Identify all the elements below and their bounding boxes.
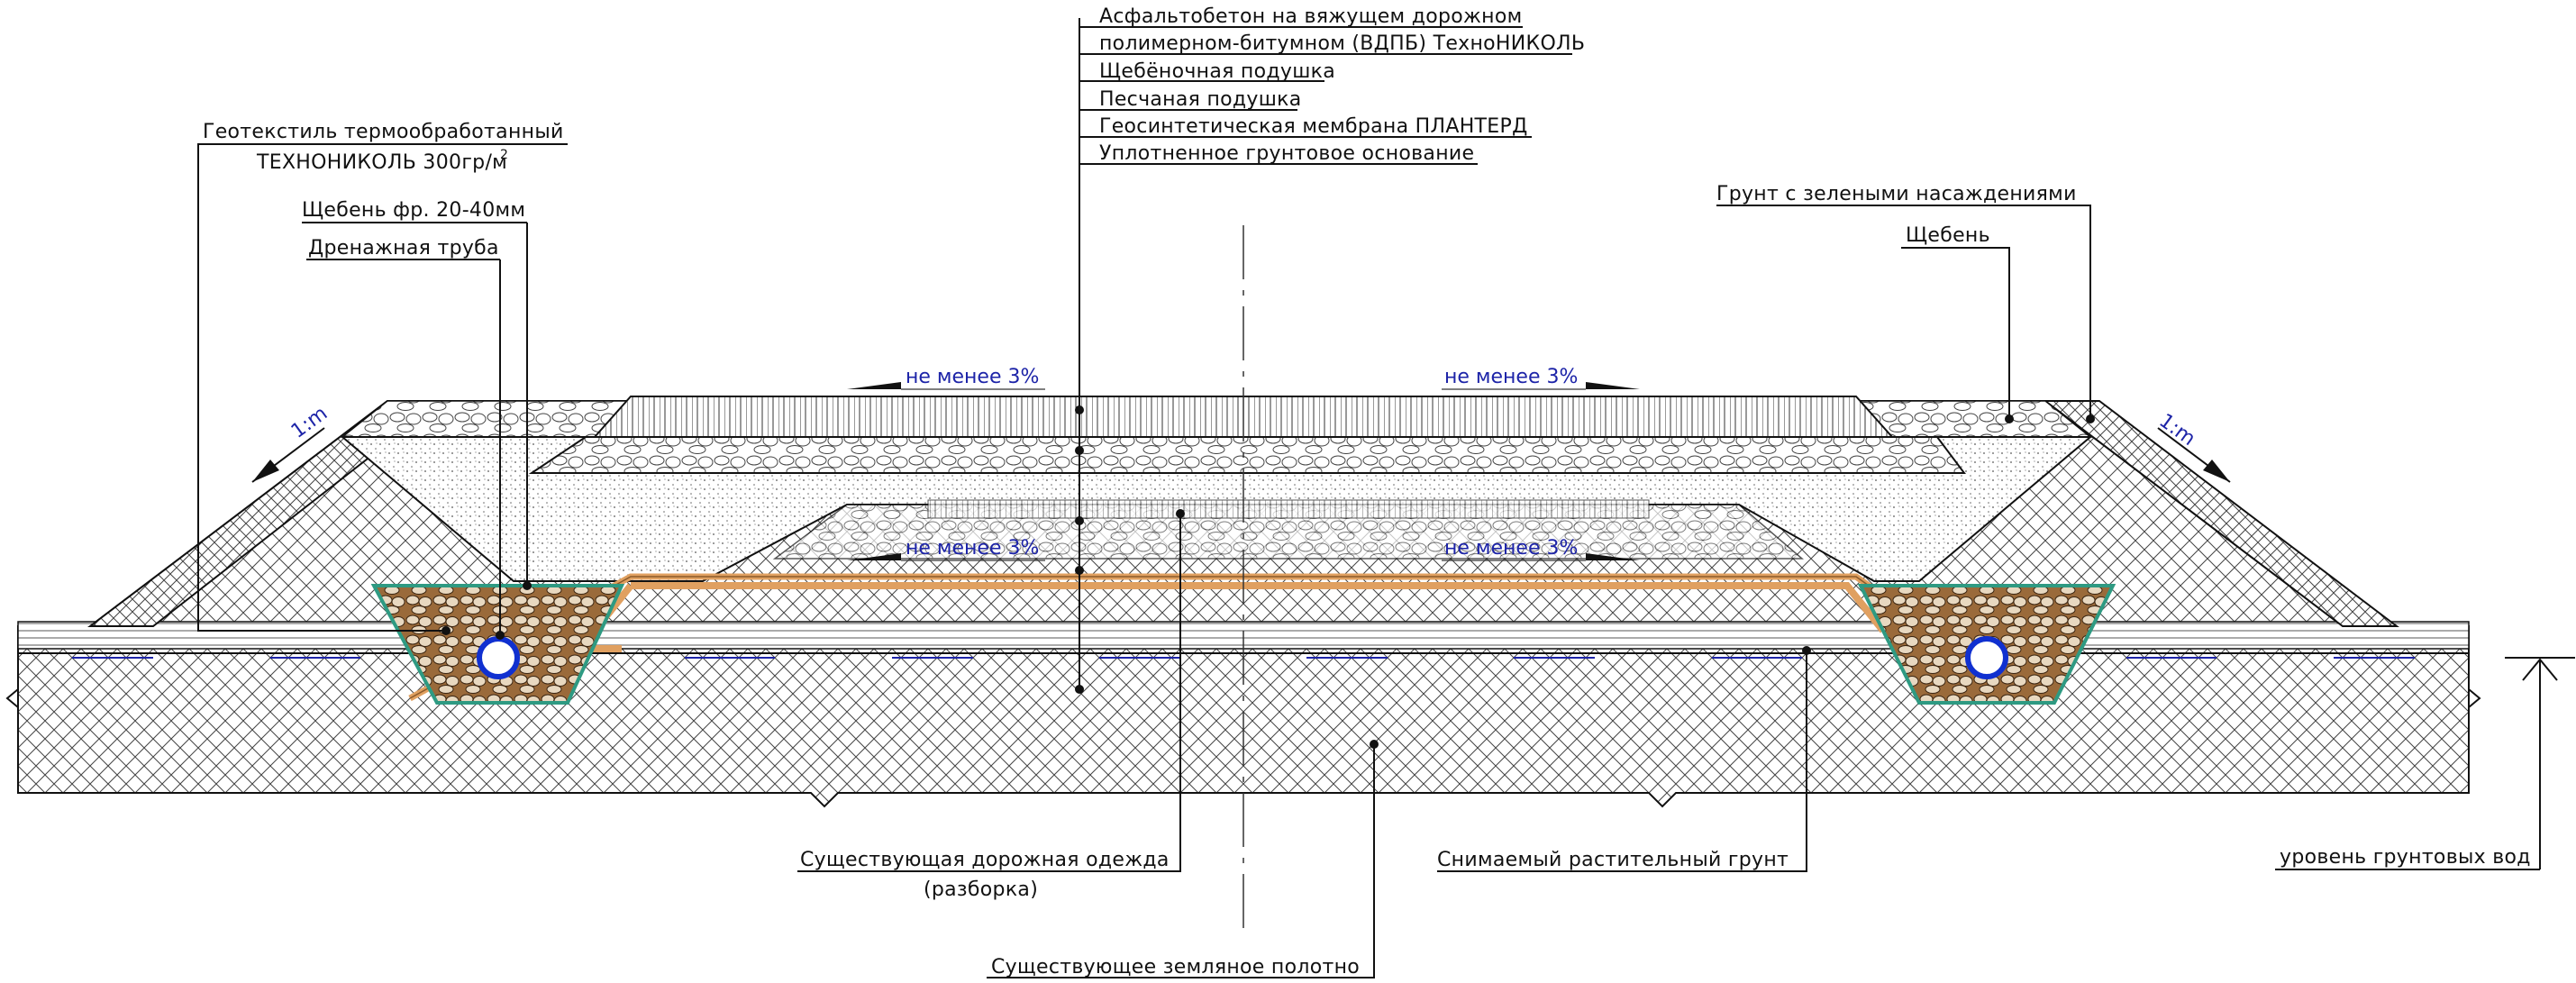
geotextile-label-line2: ТЕХНОНИКОЛЬ 300гр/м — [256, 151, 507, 174]
drain-pipe-right — [1965, 636, 2008, 679]
slope-label-right: 1:m — [2154, 410, 2198, 451]
slope-protection-right — [2043, 400, 2399, 627]
removed-topsoil-label: Снимаемый растительный грунт — [1437, 849, 1789, 871]
leader-dots — [441, 405, 2095, 749]
crushed-stone-label: Щебень — [1906, 224, 1990, 247]
grade-label-top-left: не менее 3% — [906, 366, 1039, 388]
leader-lines — [197, 18, 2540, 978]
grade-label-mid-right: не менее 3% — [1444, 537, 1578, 560]
existing-pavement-label-line1: Существующая дорожная одежда — [800, 849, 1170, 871]
groundwater-level-symbol — [2505, 657, 2575, 869]
existing-pavement-label-line2: (разборка) — [924, 878, 1038, 901]
crushed-cushion-label: Щебёночная подушка — [1099, 60, 1335, 83]
slope-label-left: 1:m — [287, 402, 332, 442]
slope-arrow-right — [2157, 427, 2231, 483]
break-marks — [5, 688, 2481, 708]
geomembrane-label: Геосинтетическая мембрана ПЛАНТЕРД — [1099, 115, 1528, 138]
geotextile-label-line1: Геотекстиль термообработанный — [203, 121, 564, 143]
groundwater-level-label: уровень грунтовых вод — [2280, 846, 2531, 869]
sand-cushion-label: Песчаная подушка — [1099, 88, 1302, 111]
grade-arrows — [847, 382, 1640, 560]
soil-plants-label: Грунт с зелеными насаждениями — [1716, 183, 2077, 205]
crushed-stone-cushion — [528, 436, 1966, 474]
compacted-base-label: Уплотненное грунтовое основание — [1099, 142, 1474, 165]
geotextile-label-sup: 2 — [500, 148, 508, 162]
asphalt-label-line2: полимерном-битумном (ВДПБ) ТехноНИКОЛЬ — [1099, 32, 1585, 55]
existing-asphalt-removed — [927, 499, 1650, 519]
crest-stones-left — [340, 400, 632, 438]
drain-pipe-label: Дренажная труба — [308, 237, 499, 259]
grade-label-top-right: не менее 3% — [1444, 366, 1578, 388]
crushed-fraction-label: Щебень фр. 20-40мм — [302, 199, 525, 222]
slope-arrow-left — [251, 427, 325, 483]
existing-subgrade-label: Существующее земляное полотно — [991, 956, 1360, 978]
drain-pipe-left — [477, 636, 520, 679]
grade-label-mid-left: не менее 3% — [906, 537, 1039, 560]
grade-underlines — [901, 388, 1586, 561]
asphalt-label-line1: Асфальтобетон на вяжущем дорожном — [1099, 5, 1523, 28]
